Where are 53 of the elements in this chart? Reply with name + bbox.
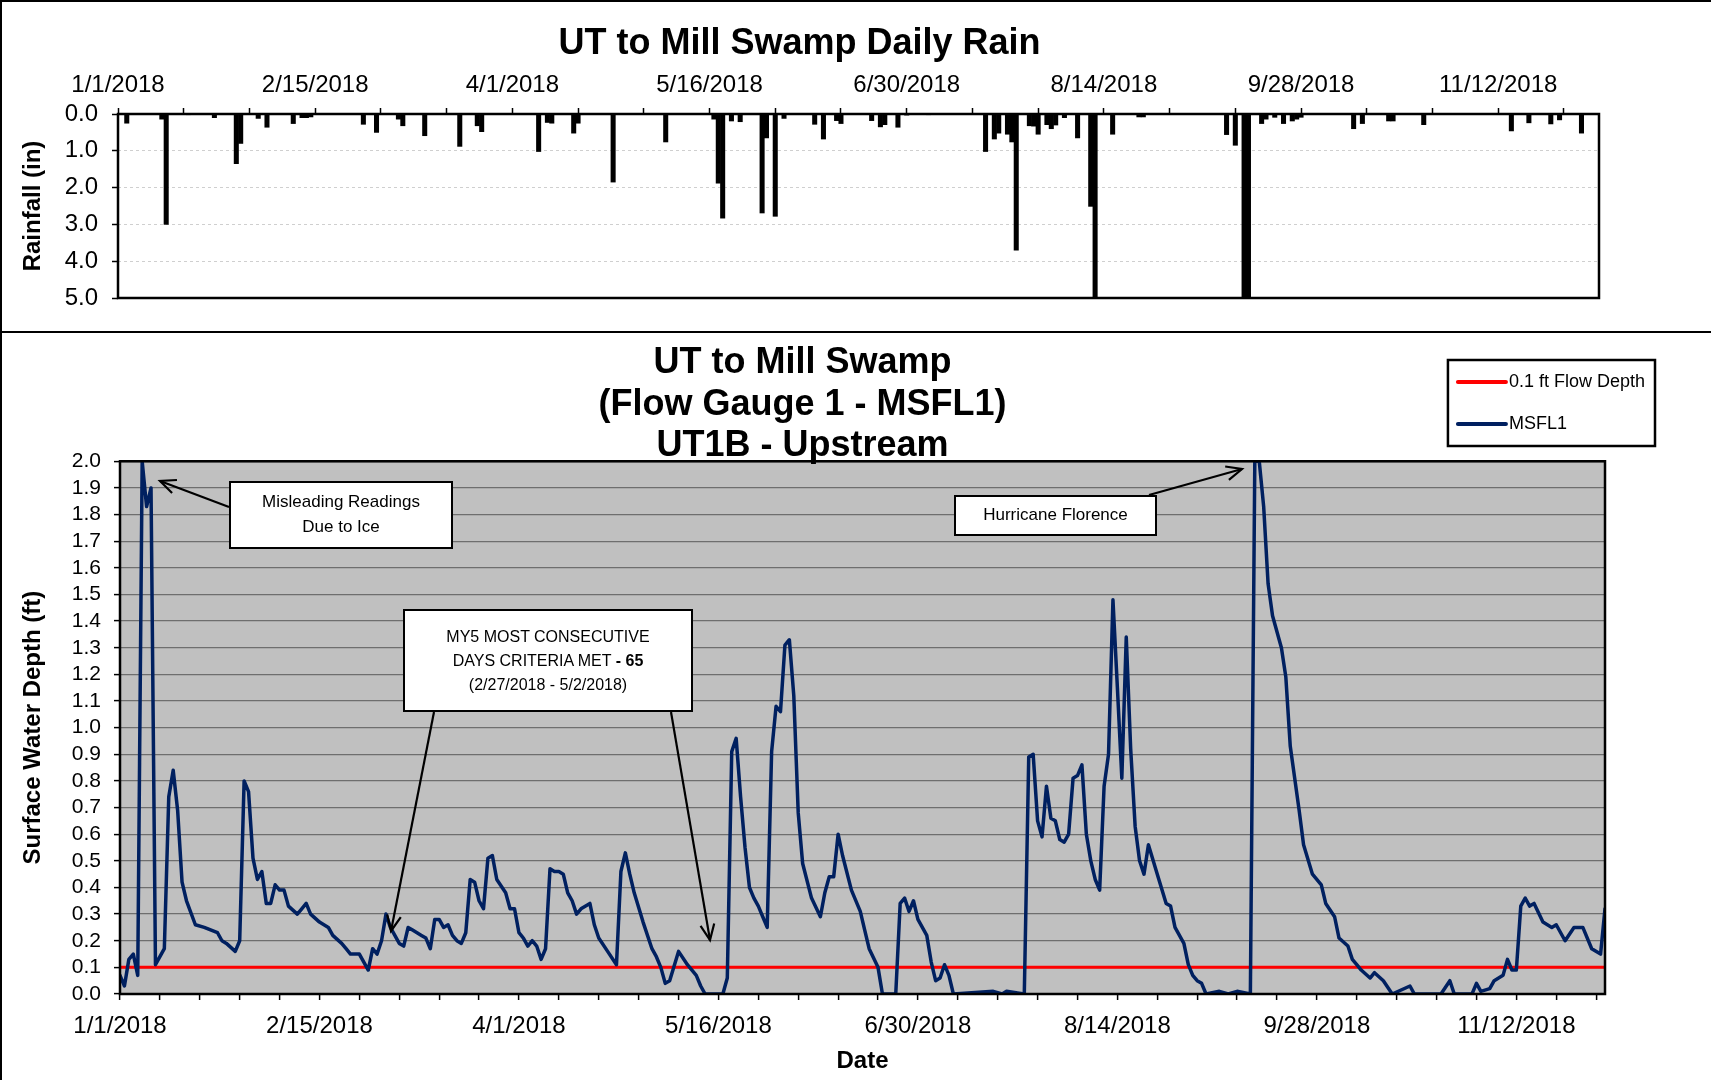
y-tick-label: 0.6	[71, 820, 101, 844]
annotation: MY5 MOST CONSECUTIVE DAYS CRITERIA MET - 65 (2/27/2018 - 5/2/2018)	[446, 626, 650, 695]
x-tick-label: 2/15/2018	[261, 70, 369, 98]
x-tick-label: 1/1/2018	[71, 70, 165, 98]
y-tick-label: 0.2	[71, 927, 101, 951]
y-tick-label: 1.6	[71, 554, 101, 578]
chart-title: UT to Mill Swamp Daily Rain	[558, 20, 1041, 62]
x-tick-label: 5/16/2018	[656, 70, 763, 98]
x-axis-title: Date	[836, 1046, 889, 1074]
y-tick-label: 2.0	[64, 172, 98, 200]
y-tick-label: 1.2	[71, 661, 101, 685]
y-tick-label: 0.7	[71, 794, 101, 818]
y-tick-label: 3.0	[64, 209, 98, 237]
x-tick-label: 6/30/2018	[864, 1011, 972, 1039]
y-tick-label: 0.3	[71, 900, 101, 924]
y-axis-title: Rainfall (in)	[18, 140, 46, 272]
y-tick-label: 0.0	[71, 980, 101, 1004]
legend-label: MSFL1	[1508, 412, 1567, 433]
x-tick-label: 9/28/2018	[1247, 70, 1355, 98]
x-tick-label: 2/15/2018	[266, 1011, 373, 1039]
annotation: Misleading Readings Due to Ice	[262, 491, 420, 538]
y-tick-label: 0.0	[64, 98, 98, 126]
y-tick-label: 1.4	[71, 607, 102, 631]
annotation: Hurricane Florence	[983, 504, 1128, 527]
chart-title: UT to Mill Swamp (Flow Gauge 1 - MSFL1) UT1B - Upstream	[598, 339, 1007, 465]
x-tick-label: 8/14/2018	[1064, 1011, 1171, 1039]
x-tick-label: 4/1/2018	[472, 1011, 566, 1039]
y-tick-label: 1.7	[71, 527, 101, 551]
x-tick-label: 6/30/2018	[853, 70, 961, 98]
x-tick-label: 5/16/2018	[665, 1011, 772, 1039]
y-tick-label: 0.8	[71, 767, 101, 791]
y-tick-label: 0.1	[71, 954, 101, 978]
y-tick-label: 0.5	[71, 847, 101, 871]
legend-label: 0.1 ft Flow Depth	[1508, 370, 1646, 391]
y-tick-label: 1.5	[71, 581, 101, 605]
x-tick-label: 4/1/2018	[465, 70, 560, 98]
y-tick-label: 2.0	[71, 448, 101, 472]
y-tick-label: 1.9	[71, 474, 101, 498]
y-tick-label: 1.3	[71, 634, 101, 658]
x-tick-label: 11/12/2018	[1439, 70, 1558, 98]
y-tick-label: 1.0	[64, 135, 98, 163]
x-tick-label: 11/12/2018	[1457, 1011, 1576, 1039]
x-tick-label: 9/28/2018	[1263, 1011, 1371, 1039]
y-tick-label: 0.4	[71, 874, 102, 898]
x-tick-label: 8/14/2018	[1050, 70, 1158, 98]
y-tick-label: 4.0	[64, 245, 98, 273]
y-tick-label: 1.8	[71, 501, 101, 525]
x-tick-label: 1/1/2018	[73, 1011, 167, 1039]
y-tick-label: 0.9	[71, 741, 101, 765]
y-tick-label: 1.0	[71, 714, 101, 738]
y-tick-label: 1.1	[71, 687, 101, 711]
y-tick-label: 5.0	[64, 282, 98, 310]
y-axis-title: Surface Water Depth (ft)	[18, 590, 46, 865]
